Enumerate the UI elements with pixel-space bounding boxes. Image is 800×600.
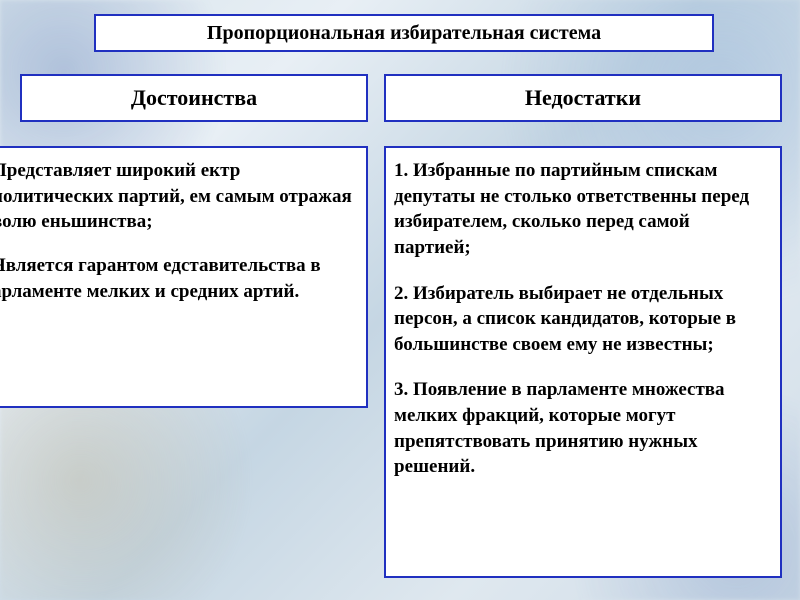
disadvantage-item: 3. Появление в парламенте множества мелк… — [394, 377, 768, 480]
disadvantage-item: 2. Избиратель выбирает не отдельных перс… — [394, 281, 768, 358]
advantages-body: Представляет широкий ектр политических п… — [0, 146, 368, 408]
advantage-item: Является гарантом едставительства в арла… — [0, 253, 354, 304]
slide-title-box: Пропорциональная избирательная система — [94, 14, 714, 52]
advantages-header: Достоинства — [131, 85, 257, 111]
disadvantage-item: 1. Избранные по партийным спискам депута… — [394, 158, 768, 261]
slide-title: Пропорциональная избирательная система — [207, 22, 601, 45]
advantage-item: Представляет широкий ектр политических п… — [0, 158, 354, 235]
disadvantages-header: Недостатки — [525, 85, 641, 111]
disadvantages-body: 1. Избранные по партийным спискам депута… — [384, 146, 782, 578]
disadvantages-header-box: Недостатки — [384, 74, 782, 122]
advantages-header-box: Достоинства — [20, 74, 368, 122]
